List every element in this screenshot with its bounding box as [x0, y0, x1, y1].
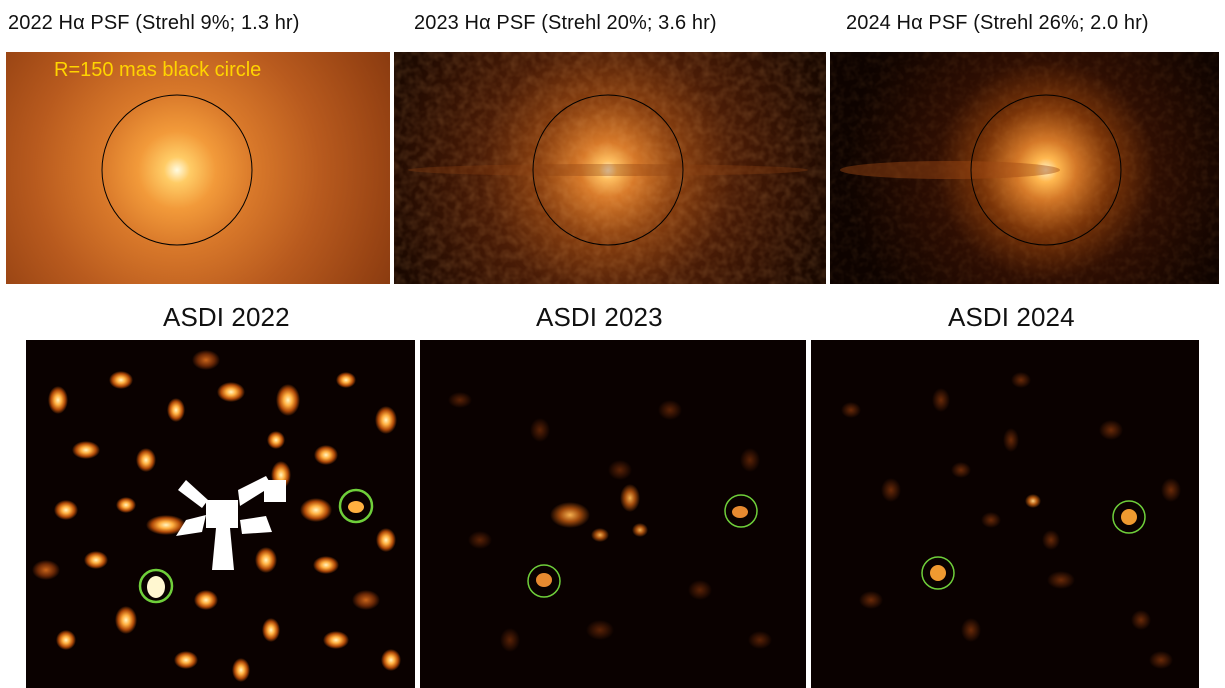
planet-marker-c — [724, 494, 758, 528]
speckle-field-2023 — [448, 392, 772, 652]
psf-ring-2022 — [101, 94, 253, 246]
planet-marker-b — [138, 568, 174, 604]
asdi-title-2023: ASDI 2023 — [536, 302, 663, 332]
psf-image-2022: R=150 mas black circle — [6, 52, 390, 284]
planet-marker-c — [338, 488, 374, 524]
speckle-field-2024 — [841, 372, 1181, 669]
psf-ring-2023 — [532, 94, 684, 246]
psf-title-2024: 2024 Hα PSF (Strehl 26%; 2.0 hr) — [846, 12, 1149, 34]
psf-image-2024 — [830, 52, 1219, 284]
planet-marker-b — [527, 564, 561, 598]
speckle-field-2022 — [32, 350, 401, 682]
asdi-image-2024 — [811, 340, 1199, 688]
planet-marker-c — [1112, 500, 1146, 534]
asdi-image-2023 — [420, 340, 806, 688]
psf-image-2023 — [394, 52, 826, 284]
saturated-core-2022 — [176, 476, 286, 570]
asdi-image-2022 — [26, 340, 415, 688]
psf-ring-2024 — [970, 94, 1122, 246]
asdi-title-2024: ASDI 2024 — [948, 302, 1075, 332]
psf-title-2022: 2022 Hα PSF (Strehl 9%; 1.3 hr) — [8, 12, 300, 34]
psf-annotation: R=150 mas black circle — [54, 59, 262, 81]
psf-title-2023: 2023 Hα PSF (Strehl 20%; 3.6 hr) — [414, 12, 717, 34]
asdi-title-2022: ASDI 2022 — [163, 302, 290, 332]
planet-marker-b — [921, 556, 955, 590]
